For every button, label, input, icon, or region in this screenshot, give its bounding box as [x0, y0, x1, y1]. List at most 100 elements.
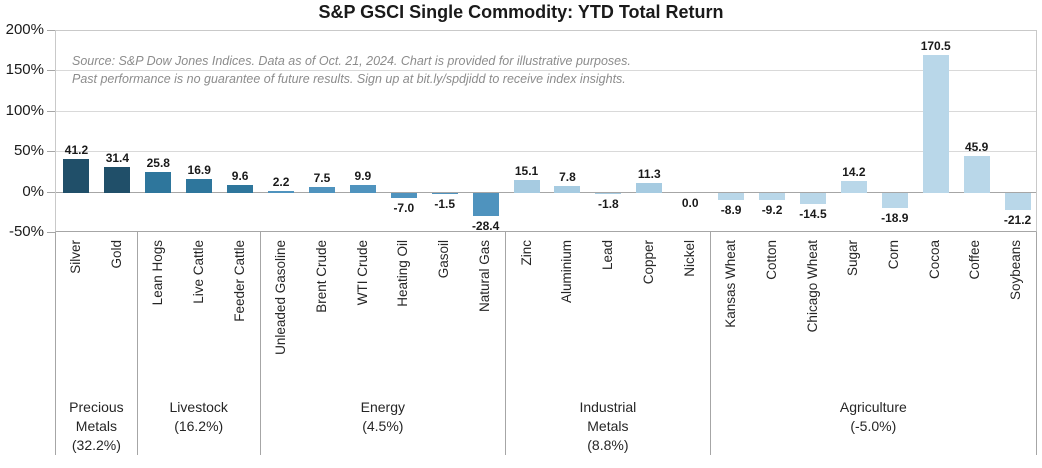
x-category-label-kansas-wheat: Kansas Wheat — [723, 240, 739, 328]
bar-wti-crude — [349, 184, 376, 193]
x-category-label-unleaded-gasoline: Unleaded Gasoline — [273, 240, 289, 355]
group-label-line: Livestock — [169, 399, 228, 415]
source-note-line-1: Source: S&P Dow Jones Indices. Data as o… — [72, 54, 631, 68]
commodity-label-slot: Natural Gas — [464, 240, 505, 394]
x-category-label-brent-crude: Brent Crude — [313, 240, 329, 313]
value-label-natural-gas: -28.4 — [471, 218, 500, 233]
group-label-line: Precious — [69, 399, 124, 415]
x-category-label-coffee: Coffee — [967, 240, 983, 280]
bar-zinc — [513, 180, 540, 193]
group-section-industrial-metals: Zinc Aluminium Lead Copper Nickel Industrial M… — [505, 232, 710, 455]
commodity-labels-row: Kansas Wheat Cotton Chicago Wheat Sugar Corn… — [711, 232, 1036, 394]
group-label-industrial-metals: Industrial Metals (8.8%) — [506, 398, 710, 455]
x-category-label-cotton: Cotton — [763, 240, 779, 280]
group-label-energy: Energy (4.5%) — [261, 398, 506, 436]
gridline — [56, 70, 1036, 72]
commodity-label-slot: Cotton — [751, 240, 792, 394]
value-label-kansas-wheat: -8.9 — [720, 202, 742, 217]
value-label-gold: 31.4 — [105, 151, 130, 166]
value-label-live-cattle: 16.9 — [187, 162, 211, 177]
y-axis-tick — [47, 30, 55, 31]
commodity-label-slot: Corn — [873, 240, 914, 394]
commodity-label-slot: Kansas Wheat — [711, 240, 752, 394]
commodity-label-slot: Coffee — [955, 240, 996, 394]
commodity-label-slot: Copper — [628, 240, 669, 394]
value-label-unleaded-gasoline: 2.2 — [272, 174, 290, 189]
group-label-precious-metals: Precious Metals (32.2%) — [56, 398, 137, 455]
value-label-lead: -1.8 — [598, 197, 619, 212]
group-label-line: Metals — [75, 418, 118, 434]
y-axis-tick-label: 0% — [22, 182, 44, 200]
y-axis-tick-label: 150% — [5, 61, 44, 79]
group-label-line: (32.2%) — [71, 437, 121, 453]
bar-corn — [881, 192, 908, 208]
bar-soybeans — [1004, 192, 1031, 210]
plot-area: 41.2 31.4 25.8 16.9 9.6 2.2 7.5 9.9 -7.0 -1.5 -28.… — [55, 30, 1037, 233]
x-category-label-lean-hogs: Lean Hogs — [150, 240, 166, 306]
x-category-label-gold: Gold — [108, 240, 124, 269]
value-label-heating-oil: -7.0 — [393, 201, 415, 216]
value-label-brent-crude: 7.5 — [313, 170, 331, 185]
y-axis-tick — [47, 110, 55, 112]
group-label-line: Energy — [360, 399, 405, 415]
commodity-label-slot: Live Cattle — [178, 240, 219, 394]
value-label-cotton: -9.2 — [761, 203, 783, 218]
group-section-energy: Unleaded Gasoline Brent Crude WTI Crude Hea… — [259, 232, 506, 455]
bar-live-cattle — [186, 178, 213, 193]
x-category-label-gasoil: Gasoil — [436, 240, 452, 279]
value-label-copper: 11.3 — [637, 167, 661, 182]
y-axis-tick-label: 100% — [5, 101, 44, 119]
commodity-label-slot: Heating Oil — [383, 240, 424, 394]
value-label-corn: -18.9 — [881, 210, 909, 225]
commodity-label-slot: Feeder Cattle — [219, 240, 260, 394]
value-label-lean-hogs: 25.8 — [146, 155, 170, 170]
group-label-livestock: Livestock (16.2%) — [138, 398, 260, 436]
value-label-aluminium: 7.8 — [559, 170, 576, 185]
bar-sugar — [840, 181, 867, 193]
commodity-label-slot: Unleaded Gasoline — [261, 240, 302, 394]
bar-kansas-wheat — [718, 192, 745, 200]
commodity-label-slot: WTI Crude — [342, 240, 383, 394]
value-label-silver: 41.2 — [64, 143, 89, 158]
gridline — [56, 110, 1036, 112]
bar-lean-hogs — [145, 171, 172, 193]
bar-cocoa — [922, 54, 949, 193]
x-category-label-zinc: Zinc — [518, 240, 534, 266]
group-label-agriculture: Agriculture (-5.0%) — [711, 398, 1036, 436]
commodity-label-slot: Cocoa — [914, 240, 955, 394]
bar-cotton — [759, 192, 786, 201]
commodity-label-slot: Zinc — [506, 240, 547, 394]
commodity-label-slot: Gold — [96, 240, 136, 394]
x-category-label-silver: Silver — [68, 240, 84, 274]
bar-silver — [63, 159, 90, 193]
y-axis-tick — [47, 151, 55, 153]
x-category-label-chicago-wheat: Chicago Wheat — [804, 240, 820, 333]
x-category-label-lead: Lead — [600, 240, 616, 271]
value-label-wti-crude: 9.9 — [354, 168, 372, 183]
value-label-zinc: 15.1 — [514, 164, 539, 179]
x-category-label-sugar: Sugar — [845, 240, 861, 277]
x-category-label-cocoa: Cocoa — [926, 240, 942, 280]
value-label-nickel: 0.0 — [681, 195, 699, 210]
commodity-labels-row: Unleaded Gasoline Brent Crude WTI Crude Hea… — [261, 232, 506, 394]
value-label-coffee: 45.9 — [964, 139, 989, 154]
x-category-label-live-cattle: Live Cattle — [190, 240, 206, 304]
value-label-gasoil: -1.5 — [434, 196, 456, 211]
bar-brent-crude — [308, 186, 335, 193]
bar-unleaded-gasoline — [268, 190, 295, 193]
commodity-label-slot: Gasoil — [424, 240, 465, 394]
commodity-label-slot: Lean Hogs — [138, 240, 179, 394]
y-axis-tick-label: 200% — [5, 21, 44, 38]
commodity-label-slot: Nickel — [669, 240, 710, 394]
group-label-line: (8.8%) — [587, 437, 629, 453]
group-label-line: (16.2%) — [174, 418, 224, 434]
x-category-label-copper: Copper — [640, 240, 656, 285]
commodity-labels-row: Zinc Aluminium Lead Copper Nickel — [506, 232, 710, 394]
gridline — [56, 151, 1036, 153]
y-axis-tick — [47, 232, 55, 233]
commodity-label-slot: Chicago Wheat — [792, 240, 833, 394]
group-section-livestock: Lean Hogs Live Cattle Feeder Cattle Livesto… — [136, 232, 260, 455]
value-label-chicago-wheat: -14.5 — [799, 207, 827, 222]
x-category-label-wti-crude: WTI Crude — [354, 240, 370, 306]
